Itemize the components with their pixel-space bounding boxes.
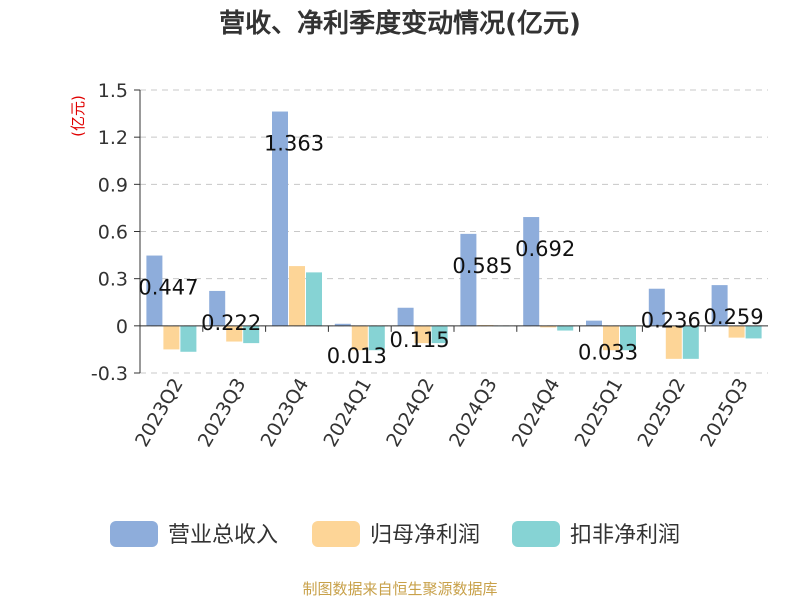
bar-3	[180, 325, 197, 352]
y-tick-label: 0.3	[98, 269, 128, 291]
bar-2	[351, 325, 368, 351]
data-label: 0.115	[390, 328, 450, 352]
y-axis-unit: (亿元)	[69, 95, 87, 137]
bar-3	[557, 325, 574, 331]
x-tick-label: 2025Q3	[696, 375, 753, 451]
x-tick-label: 2024Q3	[445, 375, 502, 451]
bar-3	[620, 325, 636, 351]
legend-swatch	[312, 521, 360, 547]
bar-2	[226, 325, 243, 342]
data-label: 0.236	[641, 309, 701, 333]
bar-1	[711, 285, 728, 326]
bar-3	[306, 272, 322, 326]
bar-2	[414, 325, 431, 344]
y-tick-label: 0	[116, 316, 128, 338]
data-label: 0.585	[452, 254, 512, 278]
bar-3	[368, 325, 385, 351]
x-tick-label: 2024Q2	[382, 375, 439, 451]
x-tick-label: 2023Q2	[131, 375, 188, 451]
bar-1	[334, 323, 351, 326]
bar-2	[289, 266, 305, 326]
bar-3	[682, 325, 699, 359]
bar-1	[209, 290, 226, 326]
data-label: 0.259	[704, 305, 764, 329]
y-tick-label: 1.2	[98, 127, 128, 149]
bars	[146, 111, 762, 359]
bar-2	[665, 325, 682, 359]
data-label: 0.692	[515, 237, 575, 261]
legend-label: 归母净利润	[370, 523, 480, 548]
bar-1	[648, 288, 665, 326]
bar-1	[397, 307, 414, 326]
bar-2	[163, 325, 180, 350]
x-tick-label: 2024Q1	[319, 375, 376, 451]
x-tick-label: 2025Q2	[633, 375, 690, 451]
source-note: 制图数据来自恒生聚源数据库	[302, 580, 497, 598]
y-tick-label: 1.5	[98, 80, 128, 102]
bar-1	[523, 217, 540, 326]
bar-2	[603, 325, 619, 351]
x-tick-label: 2023Q3	[194, 375, 251, 451]
bar-1	[460, 233, 477, 326]
bar-3	[431, 325, 448, 344]
bar-2	[728, 325, 745, 338]
legend-swatch	[512, 521, 560, 547]
legend: 营业总收入 归母净利润 扣非净利润	[110, 521, 680, 548]
legend-swatch	[110, 521, 158, 547]
chart-title: 营收、净利季度变动情况(亿元)	[219, 8, 581, 39]
x-tick-label: 2024Q4	[508, 375, 565, 451]
data-label: 0.222	[201, 311, 261, 335]
bar-1	[272, 111, 288, 326]
bar-2	[540, 325, 557, 328]
bar-3	[745, 325, 762, 339]
bar-1	[586, 320, 602, 326]
y-axis-ticks: -0.3 0 0.3 0.6 0.9 1.2 1.5	[91, 80, 140, 385]
y-tick-label: 0.9	[98, 174, 128, 196]
y-tick-label: 0.6	[98, 222, 128, 244]
data-label: 0.447	[138, 276, 198, 300]
bar-1	[146, 255, 163, 326]
bar-3	[243, 325, 260, 344]
legend-label: 营业总收入	[168, 523, 278, 548]
x-tick-label: 2023Q4	[257, 375, 314, 451]
data-label: 0.013	[327, 344, 387, 368]
legend-label: 扣非净利润	[570, 523, 680, 548]
data-label: 0.033	[578, 341, 638, 365]
data-label: 1.363	[264, 132, 324, 156]
y-tick-label: -0.3	[91, 363, 128, 385]
x-tick-label: 2025Q1	[571, 375, 628, 451]
